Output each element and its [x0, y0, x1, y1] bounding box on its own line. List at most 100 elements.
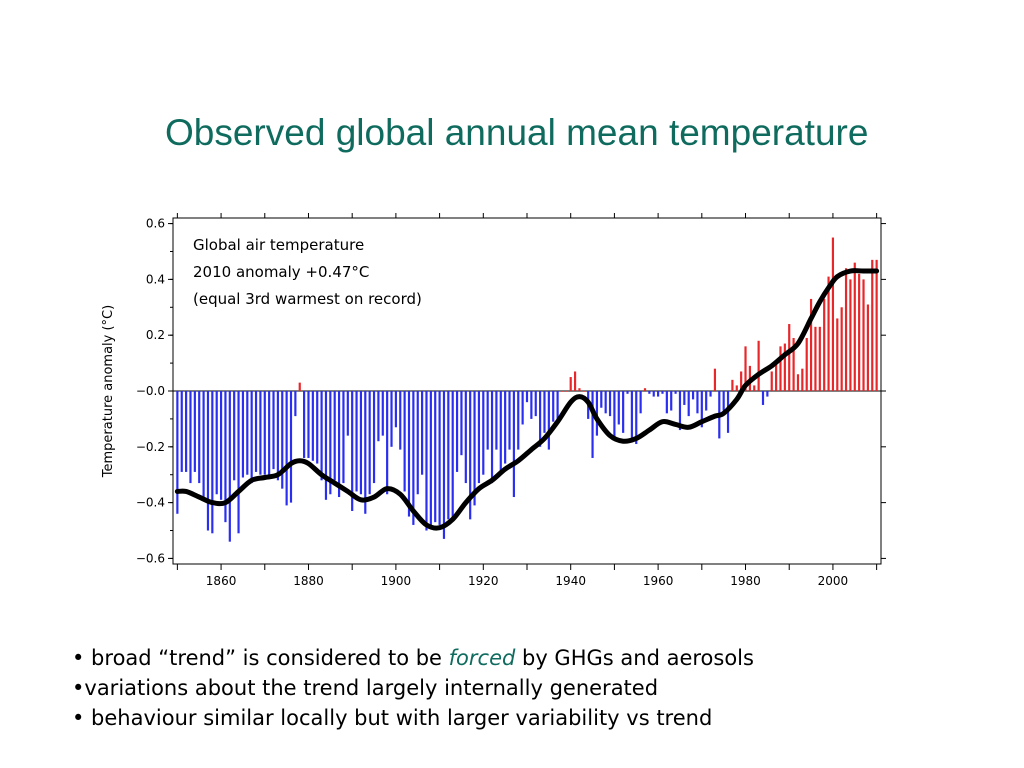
bar-1996 — [814, 326, 817, 391]
bar-1872 — [272, 391, 275, 470]
bullet-item-3: • behaviour similar locally but with lar… — [72, 703, 1002, 733]
bar-1970 — [700, 391, 703, 428]
bullet-3-text: • behaviour similar locally but with lar… — [72, 706, 713, 730]
bar-1947 — [600, 391, 603, 408]
y-tick-label: 0.2 — [146, 328, 165, 342]
bar-1959 — [652, 391, 655, 397]
x-tick-label: 1980 — [730, 574, 761, 588]
bar-1956 — [639, 391, 642, 414]
x-tick-label: 2000 — [818, 574, 849, 588]
bar-1942 — [578, 388, 581, 391]
x-tick-label: 1920 — [468, 574, 499, 588]
bar-1891 — [355, 391, 358, 492]
bar-2007 — [862, 279, 865, 391]
bar-1879 — [303, 391, 306, 458]
bar-2001 — [836, 318, 839, 391]
temperature-chart-svg: −0.6 −0.4 −0.2 −0.0 0.2 0.4 0.6 1860 1880 1900 19… — [101, 213, 886, 588]
bar-1968 — [691, 391, 695, 400]
bar-1874 — [281, 391, 284, 489]
annotation-line-1: Global air temperature — [193, 236, 364, 254]
bar-1982 — [753, 385, 756, 391]
bar-1943 — [582, 391, 585, 392]
bar-1997 — [818, 326, 821, 391]
bar-1958 — [648, 391, 651, 394]
x-tick-label: 1880 — [293, 574, 324, 588]
bar-1868 — [254, 391, 258, 472]
bar-1904 — [412, 391, 415, 525]
bar-1899 — [390, 391, 393, 447]
bar-1884 — [324, 391, 328, 500]
smoothed-trend-line — [174, 268, 880, 531]
bar-1927 — [512, 391, 515, 498]
bar-1892 — [359, 391, 363, 495]
bar-1936 — [552, 391, 555, 422]
bar-1875 — [285, 391, 288, 506]
bar-1984 — [761, 391, 765, 405]
bar-1967 — [687, 391, 690, 417]
bar-1980 — [744, 346, 747, 391]
bar-1907 — [425, 391, 428, 531]
bar-1883 — [320, 391, 323, 481]
bullet-1-emphasis: forced — [448, 646, 516, 670]
x-tick-label: 1960 — [643, 574, 674, 588]
chart-annotation: Global air temperature 2010 anomaly +0.47… — [193, 236, 422, 308]
bar-2003 — [844, 268, 848, 391]
bar-1890 — [351, 391, 354, 511]
bar-1854 — [193, 391, 196, 472]
bar-1917 — [469, 391, 472, 520]
bar-1953 — [626, 391, 629, 394]
bullet-1-text: • broad “trend” is considered to be — [72, 646, 449, 670]
bar-1920 — [482, 391, 485, 475]
bar-1898 — [386, 391, 389, 495]
bar-1983 — [757, 340, 760, 391]
bar-1906 — [421, 391, 424, 475]
bar-1928 — [517, 391, 520, 450]
bar-1913 — [451, 391, 454, 520]
bar-1948 — [604, 391, 607, 414]
bar-2002 — [840, 307, 843, 391]
bar-1979 — [740, 371, 743, 391]
bar-1933 — [539, 391, 542, 447]
bar-1986 — [770, 371, 773, 391]
bar-1861 — [224, 391, 227, 523]
y-axis-label: Temperature anomaly (°C) — [101, 305, 116, 478]
bar-1914 — [455, 391, 459, 472]
bar-1931 — [530, 391, 533, 419]
bar-1926 — [508, 391, 511, 450]
y-tick-label: −0.2 — [136, 440, 165, 454]
bar-1888 — [342, 391, 345, 484]
bar-1975 — [722, 391, 725, 411]
bar-1916 — [464, 391, 467, 484]
bar-1994 — [805, 337, 808, 391]
bar-1864 — [237, 391, 240, 534]
bar-1966 — [683, 391, 686, 405]
bullet-item-2: •variations about the trend largely inte… — [72, 673, 1002, 703]
bar-1951 — [617, 391, 620, 425]
bar-1934 — [543, 391, 546, 433]
bar-1929 — [521, 391, 524, 425]
bar-2008 — [866, 304, 869, 391]
bar-1993 — [801, 368, 804, 391]
bar-1901 — [399, 391, 402, 450]
bar-1921 — [486, 391, 489, 450]
bar-1930 — [525, 391, 529, 403]
bar-1964 — [674, 391, 677, 394]
bar-1905 — [416, 391, 419, 495]
bar-1870 — [263, 391, 266, 475]
bar-1918 — [473, 391, 476, 506]
bar-1902 — [403, 391, 406, 492]
bar-1909 — [434, 391, 437, 523]
bar-1977 — [731, 379, 734, 391]
bar-1972 — [709, 391, 712, 397]
y-tick-label: 0.6 — [146, 217, 165, 231]
slide-title: Observed global annual mean temperature — [165, 112, 869, 153]
bar-1855 — [198, 391, 201, 484]
bar-2000 — [831, 237, 835, 391]
y-tick-label: −0.4 — [136, 496, 165, 510]
bar-1915 — [460, 391, 463, 456]
bar-1862 — [228, 391, 231, 542]
x-tick-label: 1860 — [206, 574, 237, 588]
bar-1991 — [792, 337, 795, 391]
bar-1885 — [329, 391, 332, 495]
bar-1876 — [289, 391, 293, 503]
